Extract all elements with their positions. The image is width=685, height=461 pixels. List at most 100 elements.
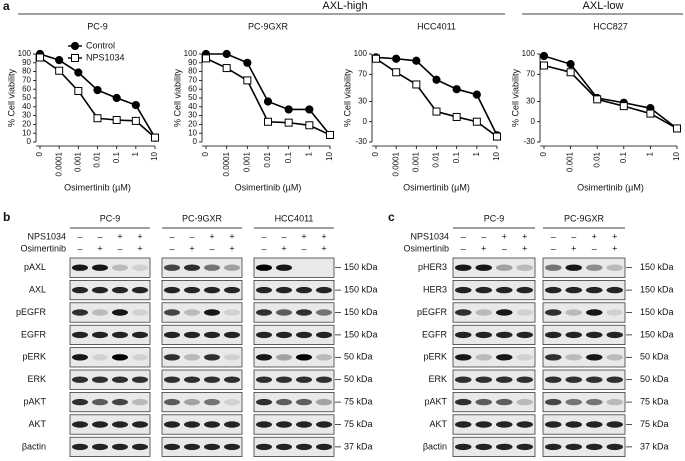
- y-tick-label: 0: [193, 137, 198, 146]
- band: [72, 309, 88, 316]
- point: [392, 68, 401, 77]
- blot-box: [452, 324, 536, 345]
- x-tick-label: 0.1: [619, 151, 628, 163]
- treatment-sign: –: [571, 231, 576, 241]
- x-tick-label: 0.1: [284, 151, 293, 163]
- band: [132, 264, 148, 271]
- band: [545, 331, 562, 339]
- band: [224, 264, 240, 271]
- y-tick-label: 10: [188, 128, 197, 137]
- band: [72, 264, 88, 271]
- y-axis-label: % Cell viability: [342, 68, 352, 127]
- x-tick-label: 0.0001: [391, 151, 400, 176]
- size-label: 150 kDa: [640, 262, 674, 272]
- band: [256, 376, 272, 383]
- band: [164, 309, 180, 316]
- band: [545, 376, 562, 383]
- band: [316, 443, 332, 451]
- band: [455, 331, 472, 339]
- band: [224, 354, 240, 361]
- x-tick-label: 0.0001: [54, 151, 63, 176]
- band: [164, 421, 180, 428]
- y-tick-label: 60: [188, 84, 197, 93]
- band: [132, 398, 148, 406]
- x-tick-label: 0.01: [93, 151, 102, 167]
- band: [256, 264, 272, 271]
- size-label: 75 kDa: [640, 396, 669, 406]
- point: [372, 54, 380, 63]
- blot-box: [542, 392, 626, 413]
- band: [224, 376, 240, 383]
- blot-box: [253, 280, 335, 301]
- x-tick-label: 0: [539, 151, 548, 156]
- blot-box: [452, 257, 536, 278]
- band: [112, 264, 128, 271]
- blot-box: [452, 302, 536, 323]
- point: [566, 68, 575, 77]
- point: [619, 102, 628, 111]
- band: [204, 264, 220, 271]
- band: [184, 264, 200, 271]
- band: [496, 398, 513, 406]
- point: [112, 116, 121, 124]
- point: [284, 105, 293, 114]
- band: [545, 264, 562, 271]
- band: [455, 443, 472, 451]
- band: [496, 286, 513, 294]
- band: [184, 376, 200, 383]
- band: [455, 309, 472, 316]
- point: [55, 66, 64, 75]
- band: [184, 354, 200, 361]
- y-tick-label: 0: [531, 117, 536, 126]
- band: [316, 331, 332, 339]
- treatment-sign: +: [522, 231, 527, 241]
- point: [222, 64, 231, 73]
- y-tick-label: 100: [522, 49, 536, 58]
- row-label: AKT: [429, 419, 447, 429]
- band: [496, 309, 513, 316]
- point: [472, 117, 481, 126]
- y-tick-label: 70: [526, 69, 535, 78]
- band: [256, 331, 272, 339]
- treatment-sign: +: [137, 231, 142, 241]
- y-tick-label: 90: [22, 58, 31, 67]
- x-tick-label: 1: [472, 151, 481, 156]
- series-line: [543, 64, 678, 130]
- panel-label: a: [3, 0, 10, 13]
- band: [204, 354, 220, 361]
- row-label: AKT: [28, 419, 46, 429]
- blot-box: [542, 436, 626, 457]
- x-tick-label: 10: [325, 151, 334, 160]
- blot-box: [253, 436, 335, 457]
- blot-box: [161, 392, 243, 413]
- band: [586, 376, 603, 383]
- band: [606, 398, 623, 406]
- chart-title: PC-9GXR: [248, 21, 289, 31]
- band: [316, 309, 332, 316]
- treatment-sign: –: [502, 243, 507, 253]
- band: [224, 421, 240, 428]
- band: [224, 286, 240, 294]
- treatment-sign: +: [97, 243, 102, 253]
- band: [316, 376, 332, 383]
- blot-box: [253, 347, 335, 368]
- point: [74, 68, 83, 77]
- band: [276, 443, 292, 451]
- point: [305, 121, 314, 130]
- band: [164, 398, 180, 406]
- point: [412, 80, 421, 89]
- size-label: 150 kDa: [344, 284, 378, 294]
- treatment-sign: +: [502, 231, 507, 241]
- band: [92, 421, 108, 428]
- size-label: 50 kDa: [344, 352, 373, 362]
- band: [475, 264, 492, 271]
- point: [74, 86, 83, 95]
- band: [516, 421, 533, 428]
- y-tick-label: 100: [184, 49, 198, 58]
- treatment-sign: –: [281, 231, 286, 241]
- y-tick-label: 80: [188, 67, 197, 76]
- x-tick-label: 10: [150, 151, 159, 160]
- treatment-sign: +: [522, 243, 527, 253]
- band: [72, 331, 88, 339]
- band: [455, 376, 472, 383]
